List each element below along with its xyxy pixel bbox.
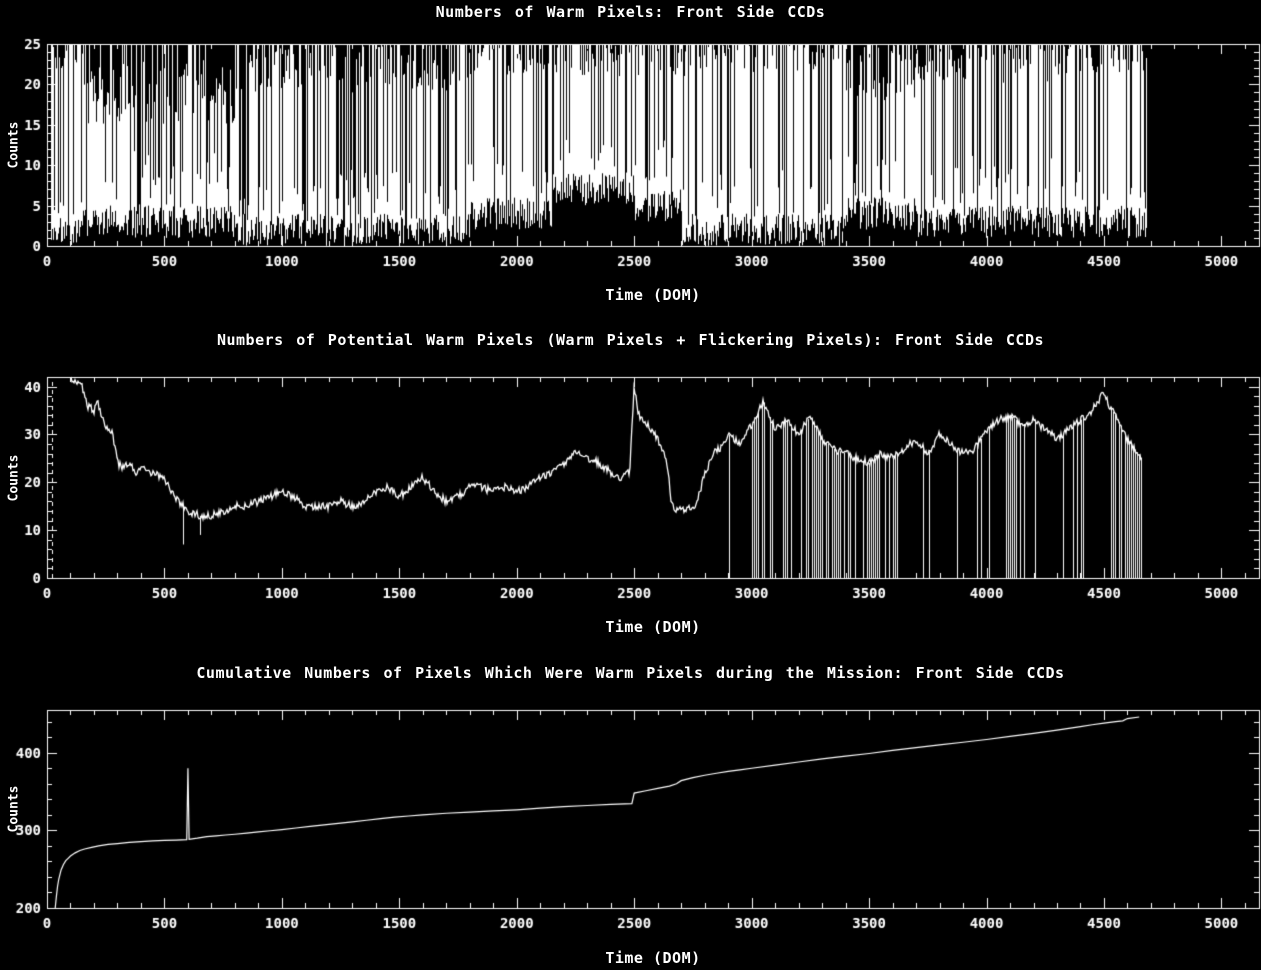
x-axis-label-2: Time (DOM): [605, 618, 701, 636]
chart-title-cumulative-warm-pixels: Cumulative Numbers of Pixels Which Were …: [196, 664, 1065, 682]
y-axis-label-2: Counts: [6, 454, 22, 502]
chart-title-warm-pixels: Numbers of Warm Pixels: Front Side CCDs: [435, 3, 826, 21]
x-axis-label-1: Time (DOM): [605, 286, 701, 304]
y-axis-label-3: Counts: [6, 785, 22, 833]
chart-title-potential-warm-pixels: Numbers of Potential Warm Pixels (Warm P…: [216, 331, 1045, 349]
y-axis-label-1: Counts: [6, 121, 22, 169]
x-axis-label-3: Time (DOM): [605, 949, 701, 967]
